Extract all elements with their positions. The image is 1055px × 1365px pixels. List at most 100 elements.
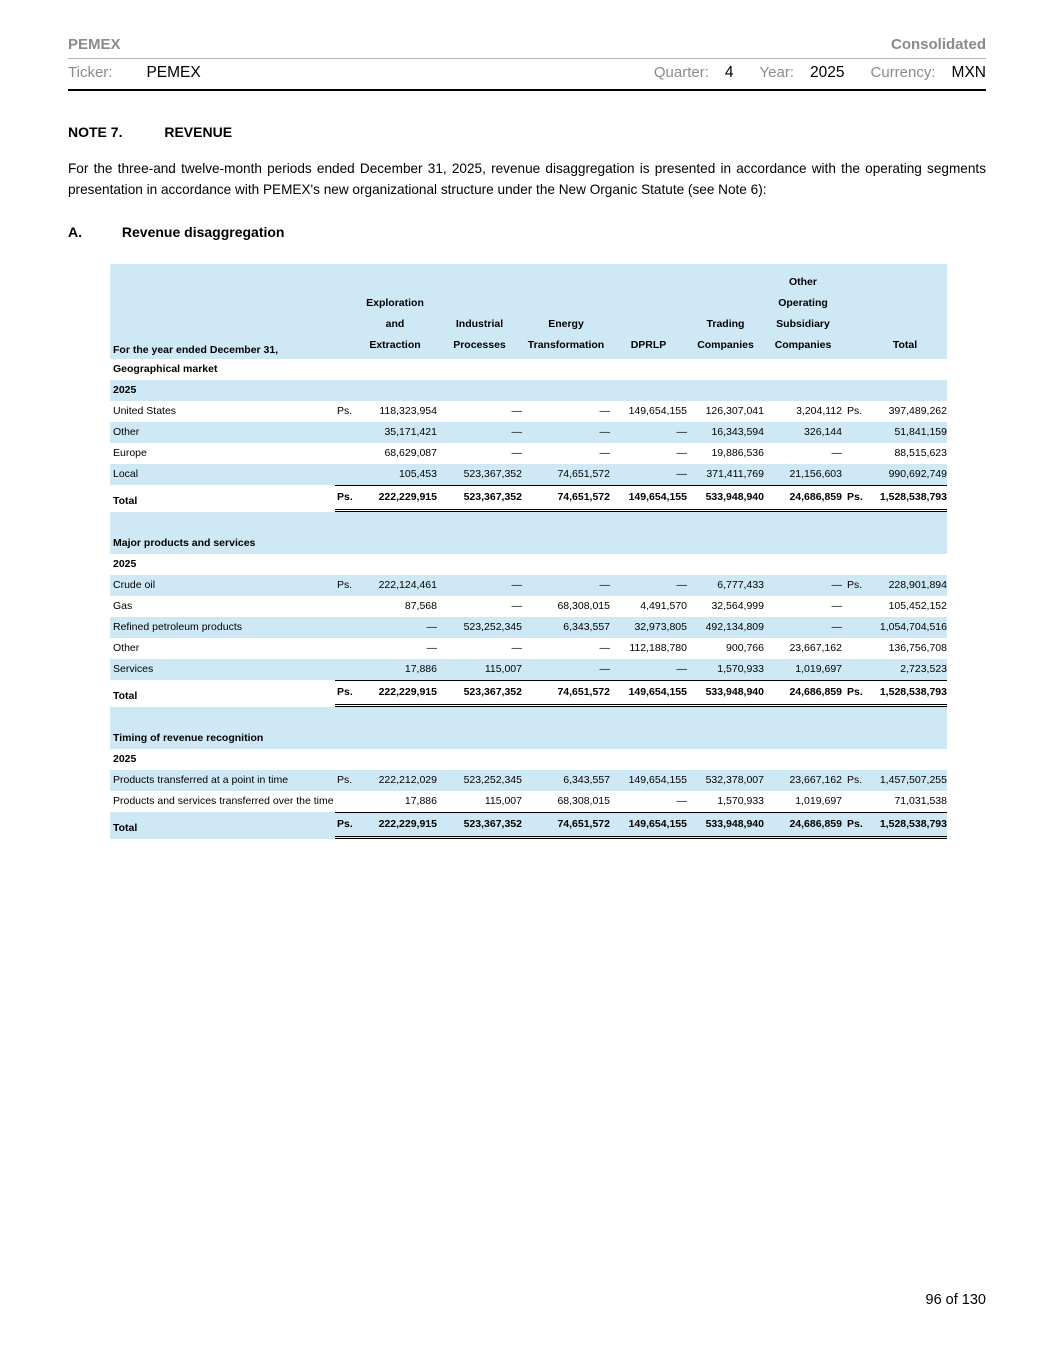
table-cell: 6,343,557 <box>563 620 610 633</box>
row-values: 105,453 523,367,352 74,651,572 — 371,411,769… <box>335 464 947 485</box>
table-cell-total: 397,489,262 <box>888 404 947 417</box>
table-row <box>110 706 947 728</box>
table-header-line: Exploration <box>366 296 424 309</box>
table-cell: 149,654,155 <box>628 817 687 830</box>
table-cell: 24,686,859 <box>789 685 842 698</box>
table-header-col: Exploration and Extraction <box>353 293 437 356</box>
table-header-col: Energy Transformation <box>522 314 610 356</box>
table-cell: 24,686,859 <box>789 490 842 503</box>
row-label: Total <box>113 821 138 834</box>
table-row: Timing of revenue recognition <box>110 727 947 749</box>
table-cell: 149,654,155 <box>628 404 687 417</box>
currency-marker: Ps. <box>847 817 863 830</box>
row-values: Ps. 222,124,461 — — — 6,777,433 — Ps. 228,901,89… <box>335 575 947 596</box>
row-label: Total <box>113 689 138 702</box>
table-cell: 118,323,954 <box>379 404 437 417</box>
table-cell: 900,766 <box>726 641 764 654</box>
row-label: Other <box>113 425 140 438</box>
table-header-line: Companies <box>697 338 754 351</box>
row-values: Ps. 222,229,915 523,367,352 74,651,572 149,6… <box>335 484 947 512</box>
row-values: Ps. 222,212,029 523,252,345 6,343,557 149,65… <box>335 770 947 791</box>
table-cell: — <box>511 641 523 654</box>
table-cell: 115,007 <box>484 662 522 675</box>
table-cell: 492,134,809 <box>705 620 764 633</box>
table-cell: — <box>676 662 688 675</box>
quarter-label: Quarter: <box>653 64 709 81</box>
table-row: Crude oil Ps. 222,124,461 — — — 6,777,433 — Ps. 2… <box>110 574 947 596</box>
table-row: Total Ps. 222,229,915 523,367,352 74,651,572… <box>110 679 947 707</box>
table-header-col-total: Total <box>863 335 947 356</box>
currency-label: Currency: <box>870 64 936 81</box>
table-cell: — <box>676 794 688 807</box>
table-row: Gas 87,568 — 68,308,015 4,491,570 32,564,999 —… <box>110 596 947 617</box>
row-label: 2025 <box>113 383 137 396</box>
table-row: Products and services transferred over t… <box>110 791 947 812</box>
note-heading: NOTE 7. REVENUE <box>68 124 986 140</box>
table-body: Geographical market 2025 United States Ps. 1… <box>110 359 947 839</box>
table-cell: 523,367,352 <box>463 467 522 480</box>
currency-marker: Ps. <box>337 685 353 698</box>
section-letter: A. <box>68 223 82 240</box>
table-header-col: Industrial Processes <box>437 314 522 356</box>
table-cell: 1,019,697 <box>795 662 842 675</box>
table-cell: 23,667,162 <box>789 773 842 786</box>
table-cell: 68,308,015 <box>557 794 610 807</box>
table-cell: 74,651,572 <box>557 685 610 698</box>
table-cell: — <box>831 446 843 459</box>
table-cell: — <box>511 404 523 417</box>
row-label: Products and services transferred over t… <box>113 794 334 807</box>
table-cell: — <box>676 425 688 438</box>
meta-right-group: Quarter: 4 Year: 2025 Currency: MXN <box>654 64 986 82</box>
row-label: Timing of revenue recognition <box>113 731 264 744</box>
table-cell: 1,570,933 <box>717 794 764 807</box>
table-row: 2025 <box>110 554 947 575</box>
table-header-line: Energy <box>548 317 584 330</box>
row-values: Ps. 222,229,915 523,367,352 74,651,572 149,6… <box>335 679 947 707</box>
table-cell: — <box>599 404 611 417</box>
row-values: — — — 112,188,780 900,766 23,667,162 136,756,7… <box>335 638 948 659</box>
row-label: Refined petroleum products <box>113 620 242 633</box>
table-cell-total: 136,756,708 <box>888 641 947 654</box>
table-cell: 326,144 <box>804 425 842 438</box>
ticker-label: Ticker: <box>68 64 113 81</box>
currency-marker: Ps. <box>337 817 353 830</box>
table-cell: 222,229,915 <box>378 817 437 830</box>
table-header-line: and <box>385 317 405 330</box>
table-cell-total: 1,528,538,793 <box>879 685 947 698</box>
currency-marker: Ps. <box>847 578 863 591</box>
table-cell: — <box>511 599 523 612</box>
currency-marker: Ps. <box>337 490 353 503</box>
row-label: 2025 <box>113 557 137 570</box>
table-row: Local 105,453 523,367,352 74,651,572 — 371,41… <box>110 463 947 485</box>
currency-marker: Ps. <box>337 578 353 591</box>
table-cell: — <box>676 467 688 480</box>
table-cell: 87,568 <box>404 599 437 612</box>
table-cell-total: 88,515,623 <box>894 446 947 459</box>
table-cell: 6,777,433 <box>717 578 764 591</box>
table-cell: 35,171,421 <box>384 425 437 438</box>
table-cell: 24,686,859 <box>789 817 842 830</box>
table-cell-total: 1,457,507,255 <box>879 773 947 786</box>
meta-bar: Ticker: PEMEX Quarter: 4 Year: 2025 Curr… <box>68 59 986 91</box>
row-values: Ps. 118,323,954 — — 149,654,155 126,307,041 3,… <box>335 401 947 422</box>
note-number: NOTE 7. <box>68 124 123 140</box>
table-cell: — <box>676 446 688 459</box>
table-cell: 1,570,933 <box>717 662 764 675</box>
table-cell: 21,156,603 <box>789 467 842 480</box>
table-cell: 523,252,345 <box>463 773 522 786</box>
table-header-col: Trading Companies <box>687 314 764 356</box>
table-row: Geographical market <box>110 359 947 380</box>
revenue-disaggregation-table: For the year ended December 31, Explorati… <box>110 263 947 839</box>
row-label: 2025 <box>113 752 137 765</box>
table-header-line: Processes <box>453 338 506 351</box>
row-label: Total <box>113 494 138 507</box>
table-cell: 222,124,461 <box>378 578 437 591</box>
table-cell: 19,886,536 <box>711 446 764 459</box>
table-row: United States Ps. 118,323,954 — — 149,654,155… <box>110 401 947 422</box>
row-label: Major products and services <box>113 536 256 549</box>
table-cell: 3,204,112 <box>796 404 842 417</box>
row-label: Local <box>113 467 139 480</box>
table-cell: 533,948,940 <box>705 490 764 503</box>
table-cell: — <box>511 425 523 438</box>
table-header-line: Companies <box>774 338 832 351</box>
